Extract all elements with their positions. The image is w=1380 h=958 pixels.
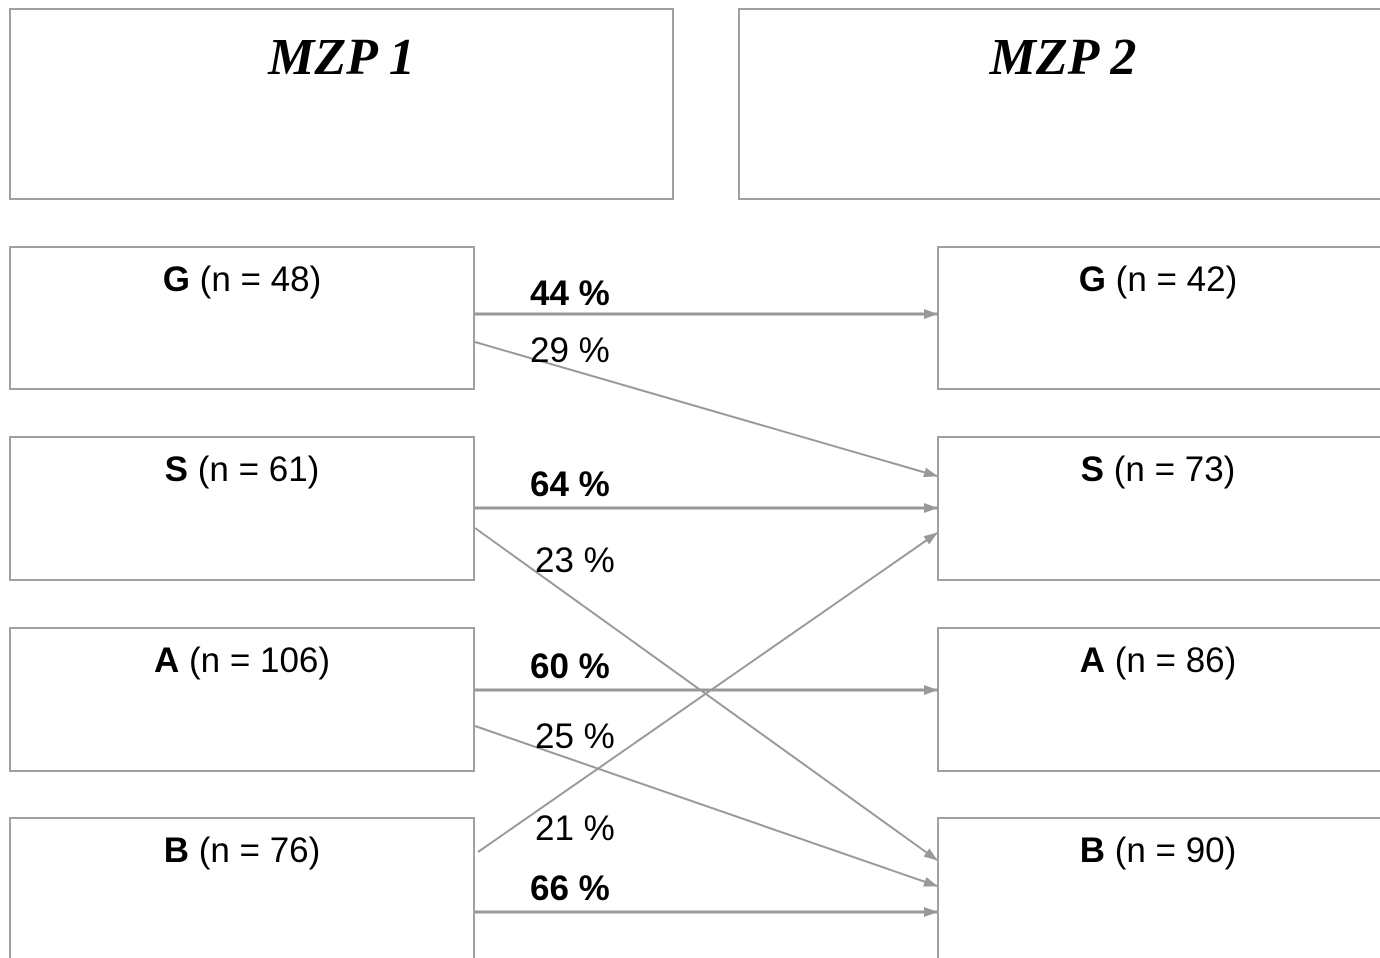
- left-node-a-code: A: [153, 641, 180, 680]
- flow-g-to-s: [474, 341, 938, 478]
- flow-label-s-to-b: 23 %: [535, 541, 615, 580]
- left-node-b: B (n = 76): [9, 817, 475, 958]
- header-box-mzp1: MZP 1: [9, 8, 674, 200]
- flow-label-a-to-b: 25 %: [535, 717, 615, 756]
- right-node-a: A (n = 86): [937, 627, 1380, 772]
- header-box-mzp2: MZP 2: [738, 8, 1380, 200]
- flow-b-to-s: [477, 532, 938, 853]
- header-title-mzp1: MZP 1: [268, 29, 415, 86]
- flow-label-s-to-s: 64 %: [530, 465, 610, 504]
- flow-a-to-b: [474, 725, 938, 887]
- flow-label-g-to-g: 44 %: [530, 274, 610, 313]
- left-node-s: S (n = 61): [9, 436, 475, 581]
- right-node-g-code: G: [1078, 260, 1106, 299]
- left-node-g-code: G: [162, 260, 190, 299]
- flow-label-b-to-s: 21 %: [535, 809, 615, 848]
- left-node-a: A (n = 106): [9, 627, 475, 772]
- header-title-mzp2: MZP 2: [989, 29, 1137, 86]
- right-node-b-code: B: [1079, 831, 1105, 870]
- right-node-s: S (n = 73): [937, 436, 1380, 581]
- right-node-s-count: (n = 73): [1113, 450, 1236, 489]
- left-node-g: G (n = 48): [9, 246, 475, 390]
- right-node-g: G (n = 42): [937, 246, 1380, 390]
- right-node-g-count: (n = 42): [1115, 260, 1238, 299]
- left-node-a-count: (n = 106): [188, 641, 331, 680]
- flow-label-b-to-b: 66 %: [530, 869, 610, 908]
- right-node-b: B (n = 90): [937, 817, 1380, 958]
- right-node-s-code: S: [1080, 450, 1104, 489]
- flow-label-g-to-s: 29 %: [530, 331, 610, 370]
- left-node-s-code: S: [164, 450, 188, 489]
- right-node-a-code: A: [1079, 641, 1105, 680]
- right-node-b-count: (n = 90): [1114, 831, 1237, 870]
- left-node-g-count: (n = 48): [199, 260, 322, 299]
- flow-label-a-to-a: 60 %: [530, 647, 610, 686]
- left-node-b-code: B: [163, 831, 189, 870]
- left-node-s-count: (n = 61): [197, 450, 320, 489]
- left-node-b-count: (n = 76): [198, 831, 321, 870]
- right-node-a-count: (n = 86): [1114, 641, 1237, 680]
